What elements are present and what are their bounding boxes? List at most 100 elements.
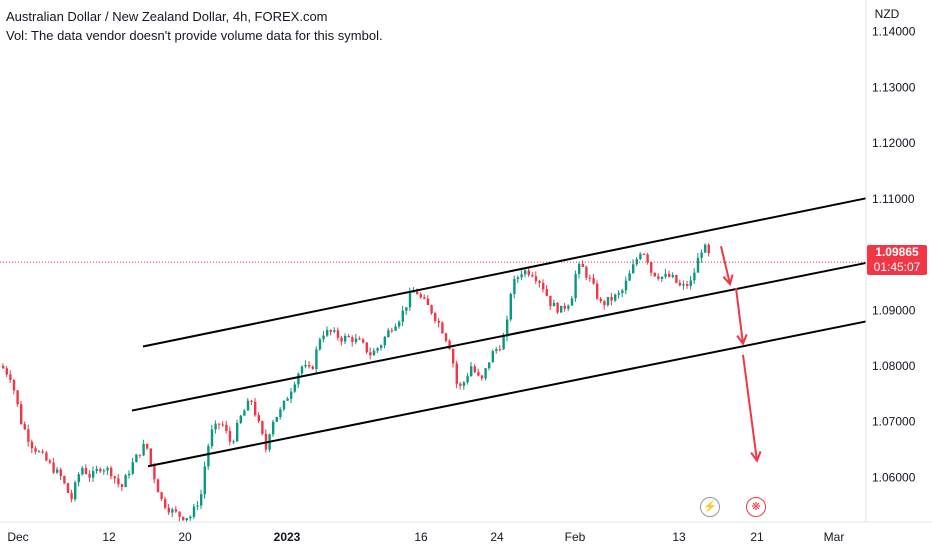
candle [430,304,433,315]
last-price-badge: 1.09865 [867,245,927,260]
candle [174,506,178,513]
candle-body [700,252,703,258]
candle-body [686,284,689,286]
candle-body [131,462,134,474]
candle [66,482,70,494]
candle [664,269,667,279]
candle [441,320,444,334]
candle [470,362,473,377]
candle [27,424,30,447]
candle [81,465,84,476]
x-tick-label: 16 [414,530,428,544]
candle [689,275,692,290]
candle-body [585,266,588,278]
x-tick-label: 12 [102,530,116,544]
candle [466,373,469,385]
candle [45,450,48,462]
candles-layer [2,243,710,524]
candle-body [178,511,181,517]
candle [606,296,610,307]
candle-body [549,295,552,307]
candle-body [246,400,250,411]
candle [498,345,502,352]
candle [668,270,671,278]
candle-body [603,301,606,306]
candle [509,292,512,322]
price-axis-bg [866,0,932,550]
candle [437,318,440,328]
candle [563,303,566,312]
candle [246,398,250,411]
candle [135,453,138,463]
candle-body [412,291,415,293]
candle [200,489,203,509]
forecast-arrow-head [750,451,762,463]
candle-body [88,473,91,478]
channel-line [147,320,867,468]
candle [545,284,548,297]
candle [650,261,653,277]
candle-body [149,448,152,465]
candle-body [502,336,505,350]
candle-body [106,467,109,471]
candle [171,507,174,518]
candle-body [257,415,260,422]
candle-body [290,391,293,399]
candle [34,446,37,455]
candle-body [668,273,671,277]
candle [297,372,300,389]
candle-body [228,431,232,442]
candle-body [239,415,242,423]
candle [495,346,498,354]
candle [452,347,455,368]
candle [560,305,563,313]
candle-body [509,293,512,320]
candle-body [477,372,480,376]
candle [578,262,581,279]
candle [336,327,340,341]
candle-body [452,349,455,364]
candle-body [56,469,59,473]
candle [5,366,8,378]
candle-body [441,322,444,334]
candle [552,299,556,307]
candle-body [333,330,336,332]
candle [581,260,584,267]
candle-body [592,278,595,284]
candle-body [581,263,584,267]
candle-body [459,383,462,386]
candle-body [214,423,217,430]
candle-body [599,298,602,302]
flash-icon[interactable]: ⚡ [700,497,720,517]
candle [423,294,426,300]
candle-body [484,368,487,379]
countdown-badge: 01:45:07 [867,260,927,275]
candle-body [444,333,448,341]
candle [675,274,678,284]
x-tick-label: 24 [490,530,504,544]
candle-body [135,454,138,463]
candle [398,320,401,329]
event-icon[interactable]: ❋ [746,497,766,517]
candle [207,443,210,470]
candle [99,467,102,474]
candle [621,288,624,298]
candle [167,503,170,515]
candle-body [63,476,66,484]
candle [696,252,700,273]
chart-title: Australian Dollar / New Zealand Dollar, … [6,9,328,24]
x-tick-label: Feb [565,530,586,544]
candle-body [351,337,354,343]
candle-body [34,448,37,452]
candle [254,398,257,417]
candle [113,475,116,484]
candle [477,368,480,377]
candle [48,458,52,465]
candle [426,295,430,306]
candle-body [704,244,707,253]
candle-body [167,507,170,513]
candle-body [682,284,685,286]
candle-body [574,274,577,299]
currency-label: NZD [875,7,900,21]
